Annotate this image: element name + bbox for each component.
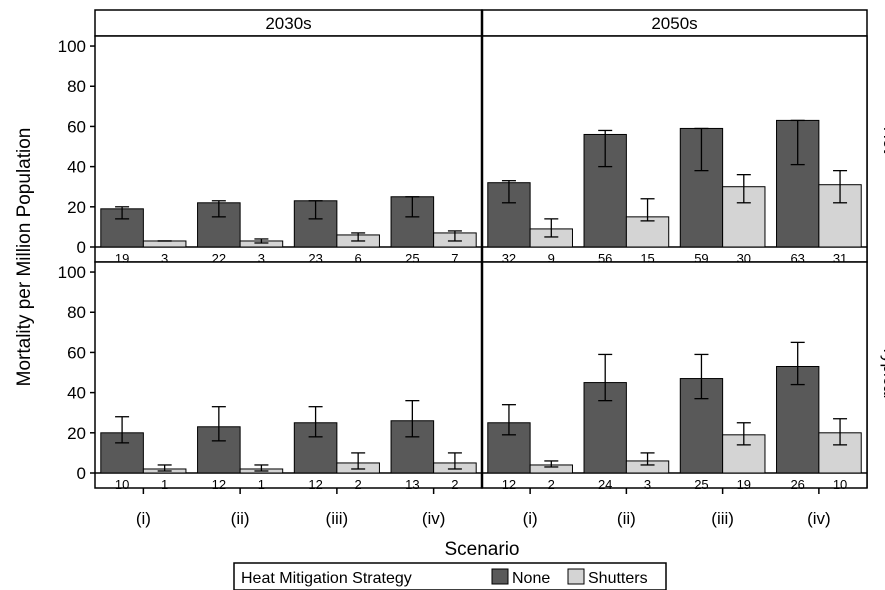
strip-header-2030s <box>94 9 483 37</box>
legend-label-shutters: Shutters <box>588 570 648 587</box>
x-tick-label-2050s-3: (iv) <box>807 509 831 528</box>
y-tick-label-typical-60: 60 <box>67 343 86 362</box>
bar-hot-2050s-shutters-1 <box>625 216 670 248</box>
y-tick-label-typical-100: 100 <box>58 263 86 282</box>
y-tick-label-hot-40: 40 <box>67 158 86 177</box>
data-label-hot-2030s-shutters-1: 3 <box>258 251 265 266</box>
row-strip <box>867 36 885 488</box>
strip-label-2030s: 2030s <box>265 14 311 33</box>
x-tick-label-2050s-1: (ii) <box>617 509 636 528</box>
x-tick-label-2030s-1: (ii) <box>231 509 250 528</box>
row-label-typical: Typical <box>880 346 885 399</box>
legend-title: Heat Mitigation Strategy <box>241 570 412 587</box>
data-label-typical-2030s-none-3: 13 <box>405 477 419 492</box>
y-axis-title: Mortality per Million Population <box>14 128 35 387</box>
x-axis-title: Scenario <box>445 539 520 560</box>
data-label-typical-2030s-shutters-0: 1 <box>161 477 168 492</box>
x-tick-label-2030s-0: (i) <box>136 509 151 528</box>
y-tick-label-hot-60: 60 <box>67 117 86 136</box>
y-tick-label-typical-80: 80 <box>67 303 86 322</box>
data-label-hot-2050s-shutters-0: 9 <box>548 251 555 266</box>
data-label-typical-2050s-none-3: 26 <box>790 477 804 492</box>
strip-label-2050s: 2050s <box>651 14 697 33</box>
data-label-typical-2050s-none-0: 12 <box>502 477 516 492</box>
data-label-typical-2030s-shutters-1: 1 <box>258 477 265 492</box>
y-tick-label-hot-80: 80 <box>67 77 86 96</box>
legend: Heat Mitigation Strategy None Shutters <box>233 562 667 590</box>
data-label-typical-2050s-none-1: 24 <box>598 477 612 492</box>
data-label-typical-2050s-shutters-2: 19 <box>737 477 751 492</box>
data-label-typical-2030s-shutters-2: 2 <box>355 477 362 492</box>
bar-typical-2030s-none-3 <box>390 420 435 474</box>
row-label-hot: Hot <box>880 127 885 154</box>
legend-swatch-shutters <box>567 568 585 585</box>
y-tick-label-typical-40: 40 <box>67 384 86 403</box>
data-label-typical-2050s-shutters-0: 2 <box>548 477 555 492</box>
data-label-hot-2030s-shutters-2: 6 <box>355 251 362 266</box>
y-tick-label-hot-100: 100 <box>58 37 86 56</box>
y-tick-label-typical-0: 0 <box>77 464 86 483</box>
y-tick-label-typical-20: 20 <box>67 424 86 443</box>
data-label-typical-2030s-shutters-3: 2 <box>451 477 458 492</box>
data-label-typical-2050s-none-2: 25 <box>694 477 708 492</box>
y-tick-label-hot-0: 0 <box>77 238 86 257</box>
strip-header-2050s <box>481 9 868 37</box>
x-tick-label-2050s-0: (i) <box>523 509 538 528</box>
y-tick-label-hot-20: 20 <box>67 198 86 217</box>
data-label-typical-2050s-shutters-1: 3 <box>644 477 651 492</box>
data-label-typical-2050s-shutters-3: 10 <box>833 477 847 492</box>
legend-swatch-none <box>491 568 509 585</box>
data-label-typical-2030s-none-1: 12 <box>212 477 226 492</box>
x-tick-label-2050s-2: (iii) <box>711 509 734 528</box>
data-label-hot-2030s-shutters-3: 7 <box>451 251 458 266</box>
x-tick-label-2030s-2: (iii) <box>326 509 349 528</box>
bar-hot-2030s-shutters-0 <box>142 240 187 248</box>
x-tick-label-2030s-3: (iv) <box>422 509 446 528</box>
legend-label-none: None <box>512 570 550 587</box>
legend-frame <box>233 562 667 590</box>
data-label-hot-2030s-shutters-0: 3 <box>161 251 168 266</box>
data-label-typical-2030s-none-0: 10 <box>115 477 129 492</box>
data-label-typical-2030s-none-2: 12 <box>308 477 322 492</box>
